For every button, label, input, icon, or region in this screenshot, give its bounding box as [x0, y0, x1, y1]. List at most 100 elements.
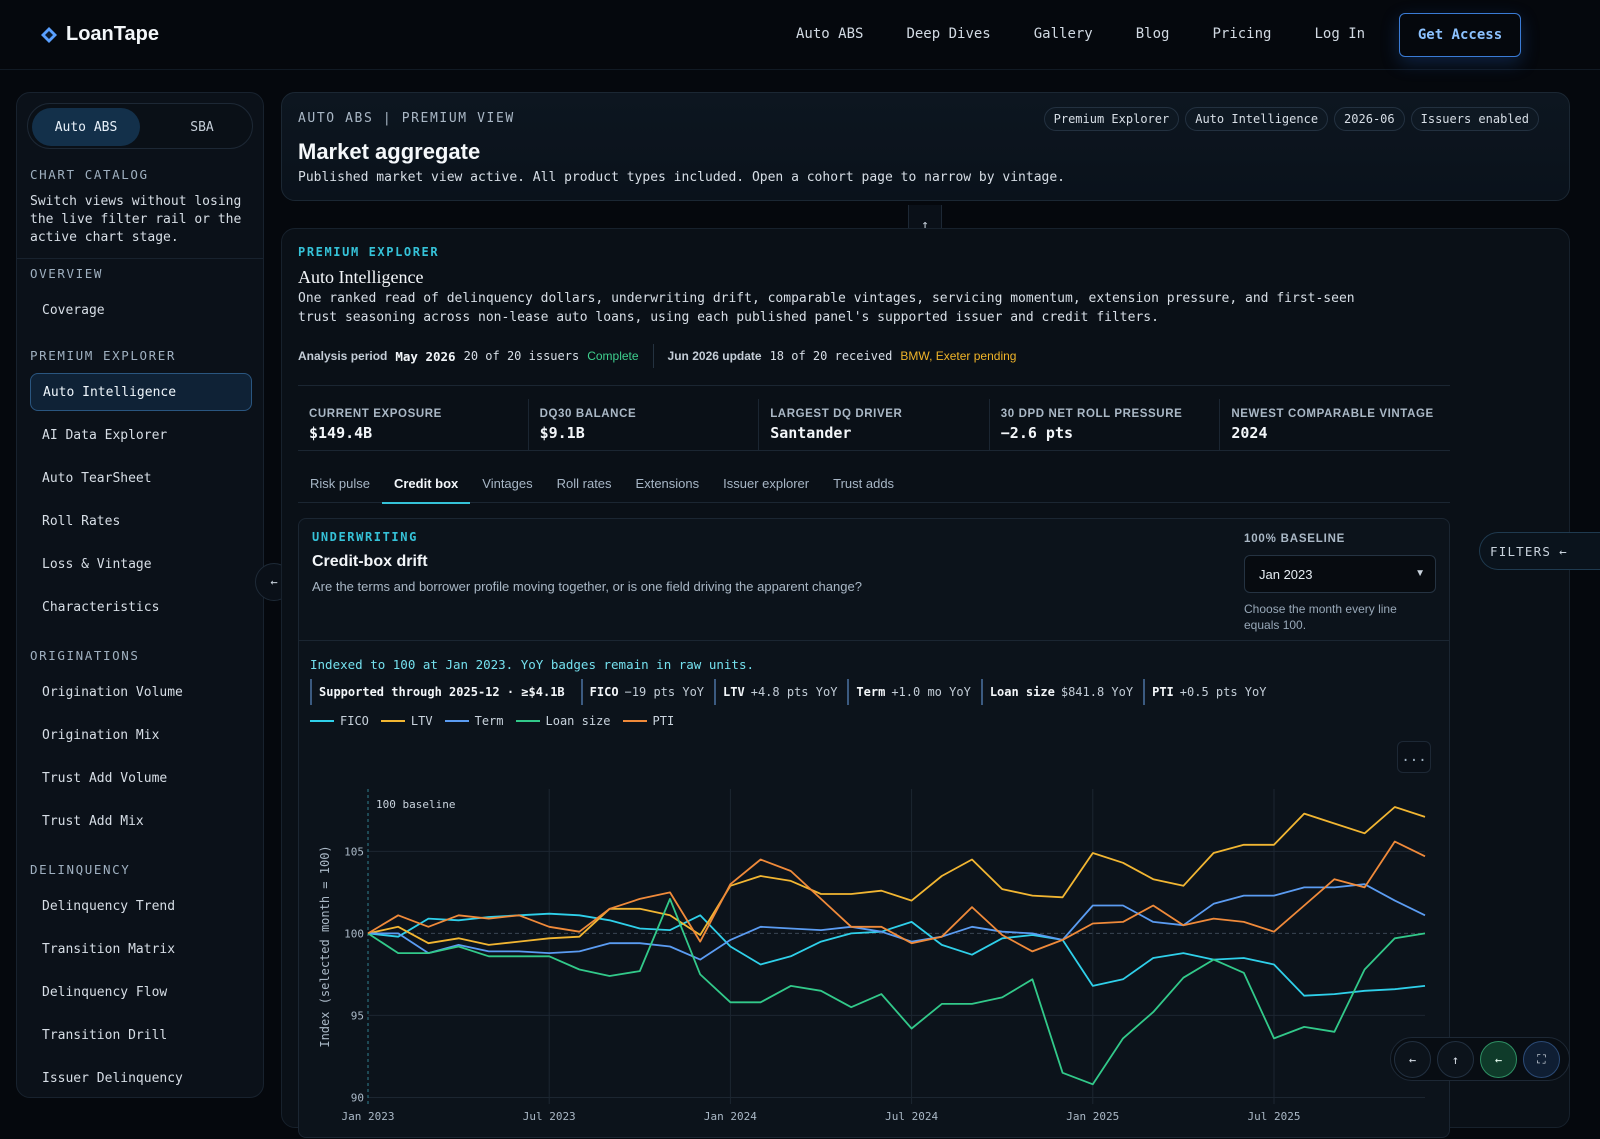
chart-more-button[interactable]: ... — [1397, 741, 1431, 773]
legend-label: FICO — [340, 714, 369, 728]
badge-value: −19 pts YoY — [624, 685, 705, 699]
tab-risk-pulse[interactable]: Risk pulse — [310, 475, 370, 491]
baseline-select-value: Jan 2023 — [1259, 566, 1313, 582]
legend-swatch — [622, 720, 647, 722]
update-label: Jun 2026 update — [667, 349, 762, 363]
arrow-left-icon: ← — [1408, 1052, 1417, 1067]
tab-vintages[interactable]: Vintages — [482, 475, 533, 491]
legend-label: Loan size — [545, 714, 611, 728]
legend-swatch — [380, 720, 405, 722]
y-tick-label: 95 — [351, 1009, 364, 1022]
brand-name: LoanTape — [66, 23, 159, 45]
legend-item-ltv[interactable]: LTV — [380, 714, 433, 728]
nav-link-gallery[interactable]: Gallery — [1033, 26, 1093, 42]
y-axis-label: Index (selected month = 100) — [318, 845, 332, 1047]
badge-name: Loan size — [989, 685, 1055, 699]
tab-extensions[interactable]: Extensions — [635, 475, 700, 491]
nav-link-log-in[interactable]: Log In — [1314, 26, 1366, 42]
arrow-up-icon: ↑ — [1451, 1052, 1460, 1067]
tab-roll-rates[interactable]: Roll rates — [556, 475, 612, 491]
sidebar-item-roll-rates[interactable]: Roll Rates — [42, 513, 121, 529]
legend-item-fico[interactable]: FICO — [310, 714, 369, 728]
x-tick-label: Jan 2025 — [1066, 1110, 1119, 1123]
toggle-auto-abs[interactable]: Auto ABS — [32, 108, 140, 146]
chart-panel-header: UNDERWRITING Credit-box drift Are the te… — [299, 519, 1449, 641]
floating-controls: ← ↑ ← ⛶ — [1390, 1037, 1570, 1081]
legend-item-loan-size[interactable]: Loan size — [515, 714, 611, 728]
nav-links: Auto ABS Deep Dives Gallery Blog Pricing… — [796, 26, 1408, 42]
page-title: Market aggregate — [298, 139, 481, 164]
market-toggle: Auto ABS SBA — [27, 103, 253, 149]
nav-link-auto-abs[interactable]: Auto ABS — [796, 26, 864, 42]
badge-ltv: LTV +4.8 pts YoY — [714, 679, 847, 705]
tab-trust-adds[interactable]: Trust adds — [833, 475, 895, 491]
analysis-period-label: Analysis period — [298, 349, 388, 363]
kpi-label: LARGEST DQ DRIVER — [770, 408, 903, 420]
sidebar-item-origination-volume[interactable]: Origination Volume — [42, 684, 183, 700]
x-tick-label: Jul 2025 — [1248, 1110, 1301, 1123]
sidebar-item-issuer-delinquency[interactable]: Issuer Delinquency — [42, 1070, 183, 1086]
fullscreen-button[interactable]: ⛶ — [1523, 1041, 1560, 1078]
filters-toggle-button[interactable]: FILTERS ← — [1479, 532, 1600, 570]
get-access-button[interactable]: Get Access — [1399, 13, 1521, 57]
sidebar-item-auto-intelligence[interactable]: Auto Intelligence — [30, 373, 252, 411]
kpi-current-exposure: CURRENT EXPOSURE $149.4B — [298, 399, 528, 450]
main-card: PREMIUM EXPLORER Auto Intelligence One r… — [281, 228, 1570, 1138]
arrow-left-icon: ← — [1494, 1052, 1503, 1067]
badge-name: LTV — [723, 685, 745, 699]
back-button[interactable]: ← — [1480, 1041, 1517, 1078]
sidebar: Auto ABS SBA CHART CATALOG Switch views … — [16, 92, 264, 1098]
legend-label: LTV — [410, 714, 433, 728]
series-pti-line — [367, 840, 1426, 953]
more-icon: ... — [1401, 749, 1427, 765]
sidebar-item-origination-mix[interactable]: Origination Mix — [42, 727, 160, 743]
header-eyebrow: AUTO ABS | PREMIUM VIEW — [298, 111, 515, 126]
kpi-value: Santander — [770, 424, 852, 442]
kpi-value: $149.4B — [309, 424, 373, 442]
kpi-roll-pressure: 30 DPD NET ROLL PRESSURE −2.6 pts — [988, 399, 1220, 450]
legend-item-term[interactable]: Term — [444, 714, 504, 728]
chevron-down-icon: ▼ — [1415, 568, 1425, 579]
kpi-newest-vintage: NEWEST COMPARABLE VINTAGE 2024 — [1219, 399, 1450, 450]
y-tick-label: 105 — [344, 845, 364, 858]
sidebar-item-delinquency-flow[interactable]: Delinquency Flow — [42, 984, 168, 1000]
baseline-select[interactable]: Jan 2023 ▼ — [1244, 555, 1436, 593]
page-subtitle: Published market view active. All produc… — [298, 170, 1066, 185]
scroll-top-button[interactable]: ↑ — [1437, 1041, 1474, 1078]
series-ltv-line — [367, 806, 1426, 946]
legend-item-pti[interactable]: PTI — [622, 714, 674, 728]
sidebar-item-transition-matrix[interactable]: Transition Matrix — [42, 941, 176, 957]
sidebar-item-trust-add-mix[interactable]: Trust Add Mix — [42, 813, 144, 829]
kpi-largest-dq-driver: LARGEST DQ DRIVER Santander — [758, 399, 989, 450]
prev-button[interactable]: ← — [1394, 1041, 1431, 1078]
sidebar-item-characteristics[interactable]: Characteristics — [42, 599, 160, 615]
sidebar-item-transition-drill[interactable]: Transition Drill — [42, 1027, 168, 1043]
kpi-label: DQ30 BALANCE — [539, 408, 637, 420]
tab-issuer-explorer[interactable]: Issuer explorer — [723, 475, 810, 491]
tab-bar: Risk pulse Credit box Vintages Roll rate… — [298, 463, 1450, 504]
kpi-label: NEWEST COMPARABLE VINTAGE — [1231, 408, 1434, 420]
badge-fico: FICO −19 pts YoY — [580, 679, 714, 705]
nav-link-pricing[interactable]: Pricing — [1212, 26, 1272, 42]
tab-credit-box[interactable]: Credit box — [381, 463, 471, 504]
sidebar-item-ai-data-explorer[interactable]: AI Data Explorer — [42, 427, 168, 443]
chart-panel-question: Are the terms and borrower profile movin… — [312, 579, 862, 594]
brand[interactable]: LoanTape — [40, 23, 159, 46]
section-originations: ORIGINATIONS — [30, 648, 140, 663]
toggle-sba[interactable]: SBA — [190, 119, 214, 135]
nav-link-blog[interactable]: Blog — [1135, 26, 1170, 42]
badge-name: FICO — [589, 685, 619, 699]
legend-label: Term — [474, 714, 504, 728]
nav-link-deep-dives[interactable]: Deep Dives — [906, 26, 991, 42]
sidebar-item-coverage[interactable]: Coverage — [42, 302, 105, 318]
sidebar-item-loss-vintage[interactable]: Loss & Vintage — [42, 556, 152, 572]
badge-pti: PTI +0.5 pts YoY — [1143, 679, 1276, 705]
badge-supported: Supported through 2025-12 · ≥$4.1B — [310, 679, 581, 705]
sidebar-item-trust-add-volume[interactable]: Trust Add Volume — [42, 770, 168, 786]
sidebar-item-auto-tearsheet[interactable]: Auto TearSheet — [42, 470, 152, 486]
kpi-strip: CURRENT EXPOSURE $149.4B DQ30 BALANCE $9.1… — [298, 399, 1450, 451]
sidebar-item-delinquency-trend[interactable]: Delinquency Trend — [42, 898, 176, 914]
y-tick-label: 90 — [351, 1091, 364, 1104]
series-loan-size-line — [367, 897, 1426, 1086]
badge-name: PTI — [1152, 685, 1174, 699]
